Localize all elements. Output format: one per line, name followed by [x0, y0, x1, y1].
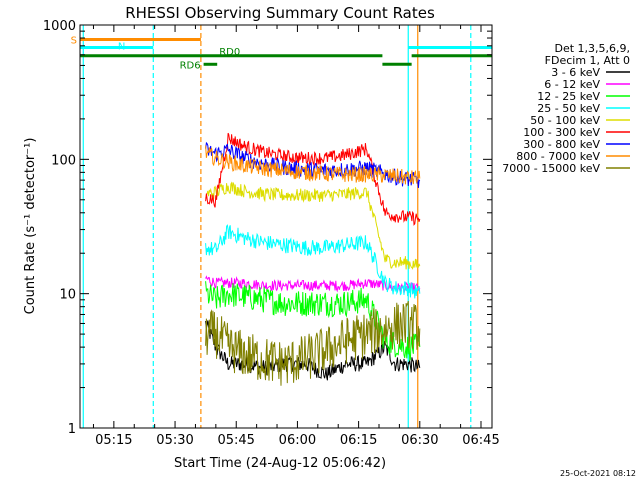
state-bar-label-s: S	[71, 35, 77, 46]
x-tick-label: 05:45	[217, 433, 254, 448]
x-tick-label: 05:15	[95, 433, 132, 448]
x-tick-label: 05:30	[156, 433, 193, 448]
series-line-25-50-kev	[205, 224, 421, 299]
legend-label-12-25-kev: 12 - 25 keV	[537, 90, 600, 103]
x-tick-label: 06:45	[462, 433, 499, 448]
legend-label-50-100-kev: 50 - 100 keV	[530, 114, 600, 127]
legend-label-6-12-kev: 6 - 12 keV	[544, 78, 600, 91]
series-lines	[205, 132, 421, 386]
state-bar-label-rd0: RD0	[219, 47, 240, 58]
state-bar-label-rd6: RD6	[180, 60, 201, 71]
legend-label-300-800-kev: 300 - 800 keV	[523, 138, 600, 151]
chart-title: RHESSI Observing Summary Count Rates	[125, 4, 435, 22]
legend-label-7000-15000-kev: 7000 - 15000 keV	[502, 162, 600, 175]
series-line-100-300-kev	[205, 132, 421, 226]
x-tick-label: 06:30	[401, 433, 438, 448]
axes: 05:15 05:30 05:45 06:00 06:15 06:30 06:45 1 10 10…	[43, 19, 500, 448]
legend-label-25-50-kev: 25 - 50 keV	[537, 102, 600, 115]
legend: Det 1,3,5,6,9,FDecim 1, Att 03 - 6 keV6 …	[502, 42, 630, 175]
x-tick-label: 06:15	[340, 433, 377, 448]
state-bar-label-n: N	[118, 41, 125, 52]
series-line-7000-15000-kev	[205, 300, 421, 386]
series-line-12-25-kev	[205, 281, 421, 362]
legend-header-1: FDecim 1, Att 0	[545, 54, 630, 67]
legend-label-100-300-kev: 100 - 300 keV	[523, 126, 600, 139]
y-tick-label: 100	[51, 153, 76, 168]
legend-label-3-6-kev: 3 - 6 keV	[551, 66, 600, 79]
x-axis-label: Start Time (24-Aug-12 05:06:42)	[174, 456, 386, 471]
plot-frame	[79, 24, 493, 429]
legend-label-800-7000-kev: 800 - 7000 keV	[516, 150, 600, 163]
legend-header-0: Det 1,3,5,6,9,	[554, 42, 630, 55]
y-tick-label: 1000	[43, 19, 76, 34]
y-tick-label: 10	[59, 288, 76, 303]
event-vertical-lines	[82, 25, 472, 428]
y-tick-label: 1	[68, 422, 76, 437]
footer-timestamp: 25-Oct-2021 08:12	[560, 469, 636, 478]
series-line-800-7000-kev	[205, 145, 421, 185]
x-tick-label: 06:00	[279, 433, 316, 448]
state-bars: S N RD0 RD6	[71, 35, 492, 71]
y-axis-label: Count Rate (s⁻¹ detector⁻¹)	[23, 138, 38, 315]
series-line-50-100-kev	[205, 181, 421, 270]
